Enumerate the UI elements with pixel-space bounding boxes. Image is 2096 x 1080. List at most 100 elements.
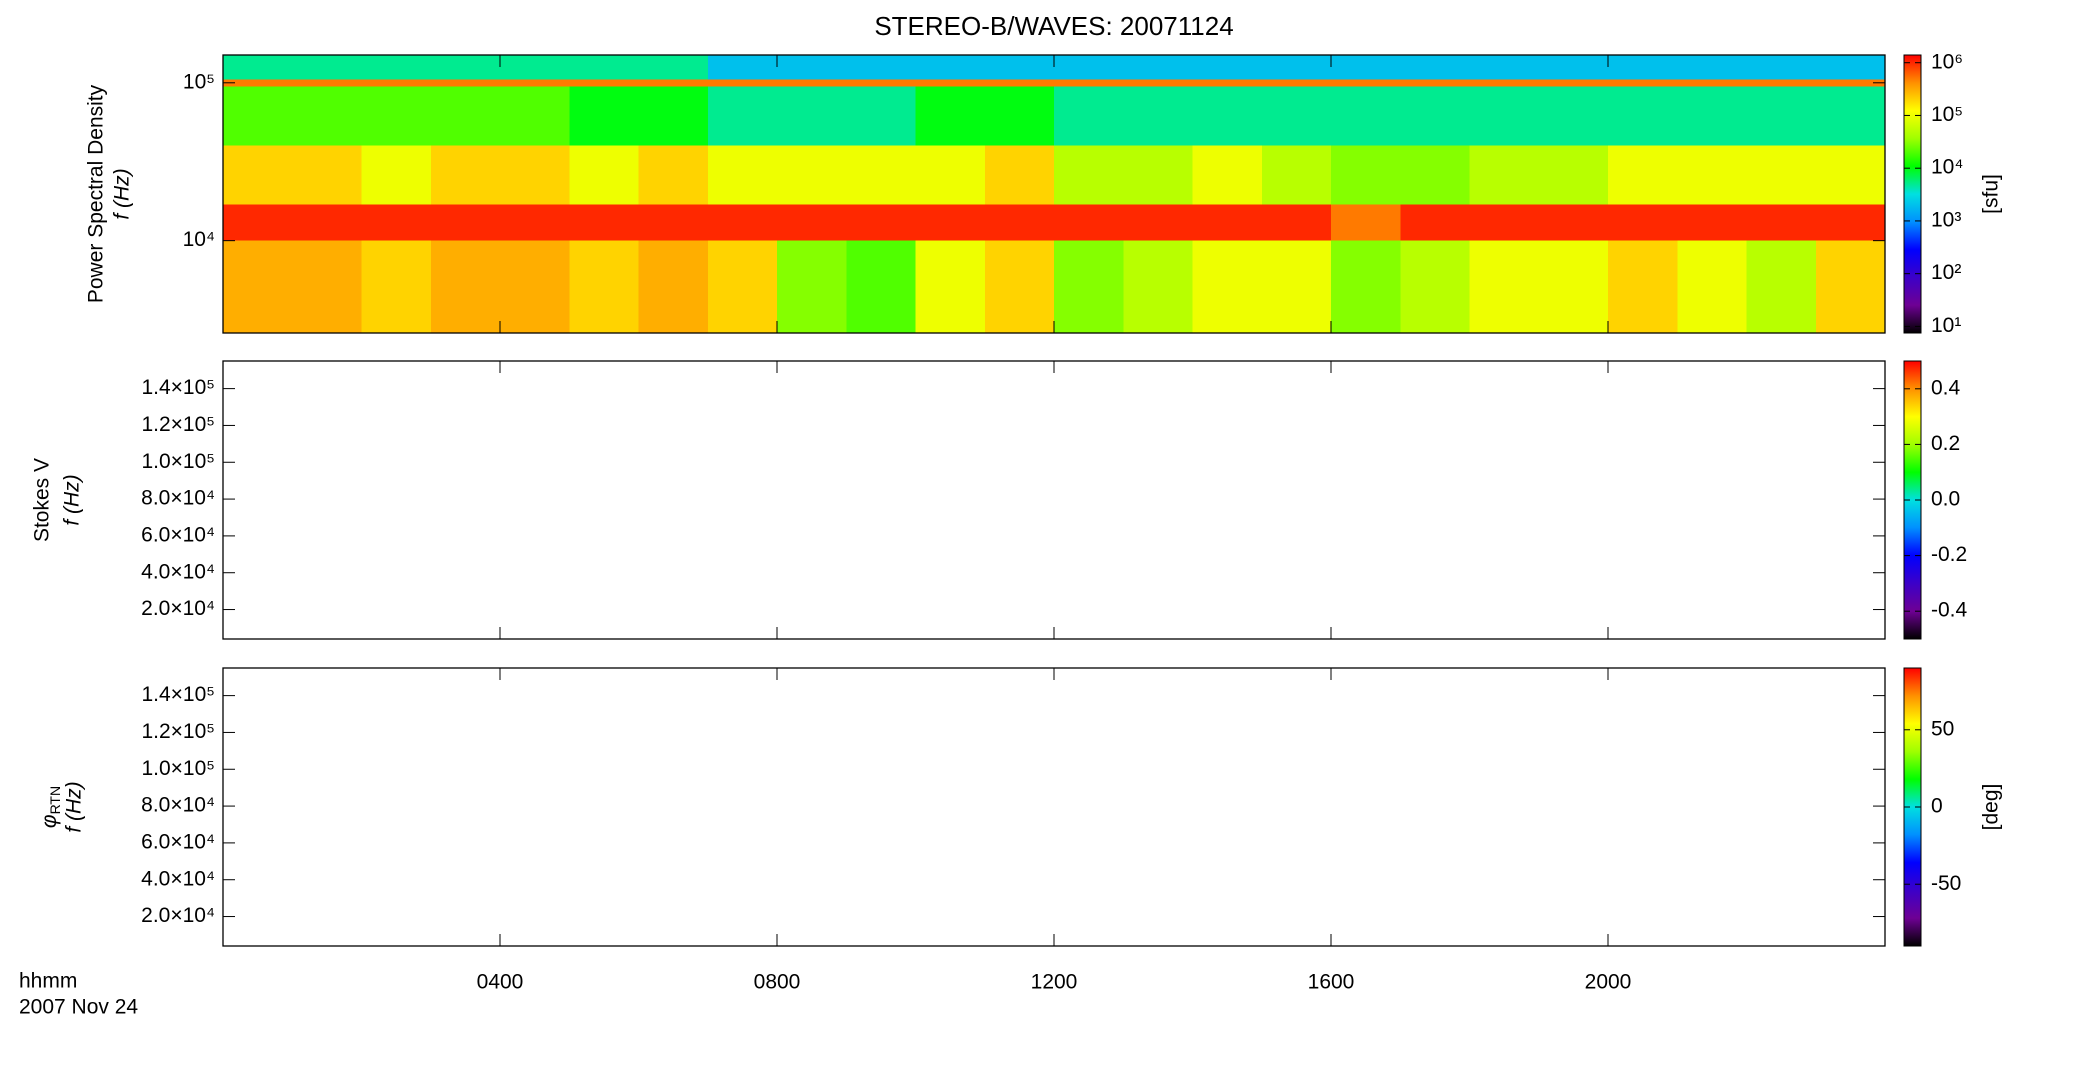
heatmap-cell [1538, 240, 1609, 333]
heatmap-cell [430, 79, 501, 87]
y-tick-label: 4.0×10⁴ [141, 867, 215, 890]
heatmap-cell [569, 240, 639, 333]
heatmap-cell [638, 145, 709, 205]
heatmap-cell [292, 55, 362, 80]
y-tick-label: 6.0×10⁴ [141, 523, 215, 546]
heatmap-cell [1746, 204, 1817, 241]
heatmap-cell [638, 240, 709, 333]
heatmap-cell [707, 240, 778, 333]
y-tick-label: 1.4×10⁵ [141, 683, 215, 706]
heatmap-cell [1261, 204, 1332, 241]
y-tick-label: 6.0×10⁴ [141, 830, 215, 853]
heatmap-cell [223, 86, 293, 146]
heatmap-cell [777, 86, 847, 146]
heatmap-cell [292, 86, 362, 146]
heatmap-cell [1123, 86, 1193, 146]
heatmap-cell [1331, 204, 1401, 241]
heatmap-cell [361, 79, 432, 87]
colorbar-tick-label: 0.0 [1931, 488, 1960, 511]
heatmap-cell [1815, 79, 1886, 87]
heatmap-cell [915, 55, 986, 80]
heatmap-cell [1331, 86, 1401, 146]
colorbar-tick-label: 10⁴ [1931, 156, 1963, 179]
colorbar [1903, 54, 1922, 334]
x-tick-label: 0800 [754, 971, 801, 994]
heatmap-cell [638, 86, 709, 146]
heatmap-cell [1054, 240, 1124, 333]
heatmap-cell [1815, 55, 1886, 80]
colorbar-tick-label: -0.2 [1931, 543, 1967, 566]
colorbar-tick-label: 10⁵ [1931, 103, 1963, 126]
heatmap-cell [984, 145, 1055, 205]
heatmap-cell [1123, 55, 1193, 80]
heatmap-cell [430, 55, 501, 80]
heatmap-cell [915, 204, 986, 241]
colorbar-label: [sfu] [1980, 174, 2003, 214]
colorbar-tick-label: 0.4 [1931, 376, 1961, 399]
heatmap-cell [1192, 86, 1263, 146]
heatmap-cell [430, 204, 501, 241]
y-tick-label: 1.0×10⁵ [141, 450, 215, 473]
heatmap-cell [1746, 240, 1817, 333]
heatmap-cell [1400, 240, 1470, 333]
heatmap-cell [500, 204, 570, 241]
heatmap-cell [1608, 145, 1678, 205]
heatmap-cell [1538, 55, 1609, 80]
heatmap-cell [1192, 240, 1263, 333]
x-tick-label: 0400 [477, 971, 524, 994]
heatmap-cell [1608, 240, 1678, 333]
heatmap-cell [1538, 86, 1609, 146]
heatmap-cell [984, 55, 1055, 80]
heatmap-cell [361, 55, 432, 80]
heatmap-cell [1331, 240, 1401, 333]
heatmap-cell [1538, 145, 1609, 205]
heatmap-cell [984, 86, 1055, 146]
y-tick-label: 10⁴ [183, 228, 215, 251]
heatmap-cell [1469, 145, 1540, 205]
heatmap-cell [430, 240, 501, 333]
heatmap-cell [846, 79, 916, 87]
heatmap-cell [1677, 204, 1747, 241]
y-tick-label: 8.0×10⁴ [141, 487, 215, 510]
heatmap-cell [292, 240, 362, 333]
y-tick-label: 8.0×10⁴ [141, 794, 215, 817]
heatmap-cell [1746, 79, 1817, 87]
heatmap-cell [1331, 145, 1401, 205]
heatmap-cell [1192, 55, 1263, 80]
heatmap-cell [1815, 145, 1886, 205]
y-tick-label: 4.0×10⁴ [141, 560, 215, 583]
heatmap-cell [292, 204, 362, 241]
heatmap-cell [1469, 55, 1540, 80]
heatmap-cell [1261, 145, 1332, 205]
heatmap-cell [1677, 86, 1747, 146]
colorbar-tick-label: -0.4 [1931, 599, 1968, 622]
heatmap-cell [777, 145, 847, 205]
colorbar-tick-label: 0.2 [1931, 432, 1960, 455]
heatmap-cell [500, 55, 570, 80]
heatmap-cell [915, 240, 986, 333]
y-tick-label: 1.4×10⁵ [141, 376, 215, 399]
x-axis-label: hhmm [19, 970, 77, 993]
heatmap-cell [707, 86, 778, 146]
heatmap-cell [1400, 55, 1470, 80]
heatmap-cell [638, 204, 709, 241]
heatmap-cell [1123, 204, 1193, 241]
heatmap-cell [707, 79, 778, 87]
y-axis-label: Stokes V [31, 458, 54, 542]
plot-frame [222, 360, 1886, 640]
heatmap-cell [1261, 86, 1332, 146]
y-axis-label: f (Hz) [61, 474, 84, 525]
y-axis-label: f (Hz) [63, 781, 86, 832]
heatmap-cell [1054, 79, 1124, 87]
colorbar-tick-label: 50 [1931, 717, 1954, 740]
heatmap-cell [292, 145, 362, 205]
y-tick-label: 1.0×10⁵ [141, 757, 215, 780]
heatmap-cell [1261, 240, 1332, 333]
heatmap-cell [707, 55, 778, 80]
heatmap-cell [915, 145, 986, 205]
plot-frame [222, 667, 1886, 947]
heatmap-cell [638, 79, 709, 87]
y-tick-label: 2.0×10⁴ [141, 904, 215, 927]
label-symbol: φ [38, 814, 61, 828]
heatmap-cell [915, 79, 986, 87]
